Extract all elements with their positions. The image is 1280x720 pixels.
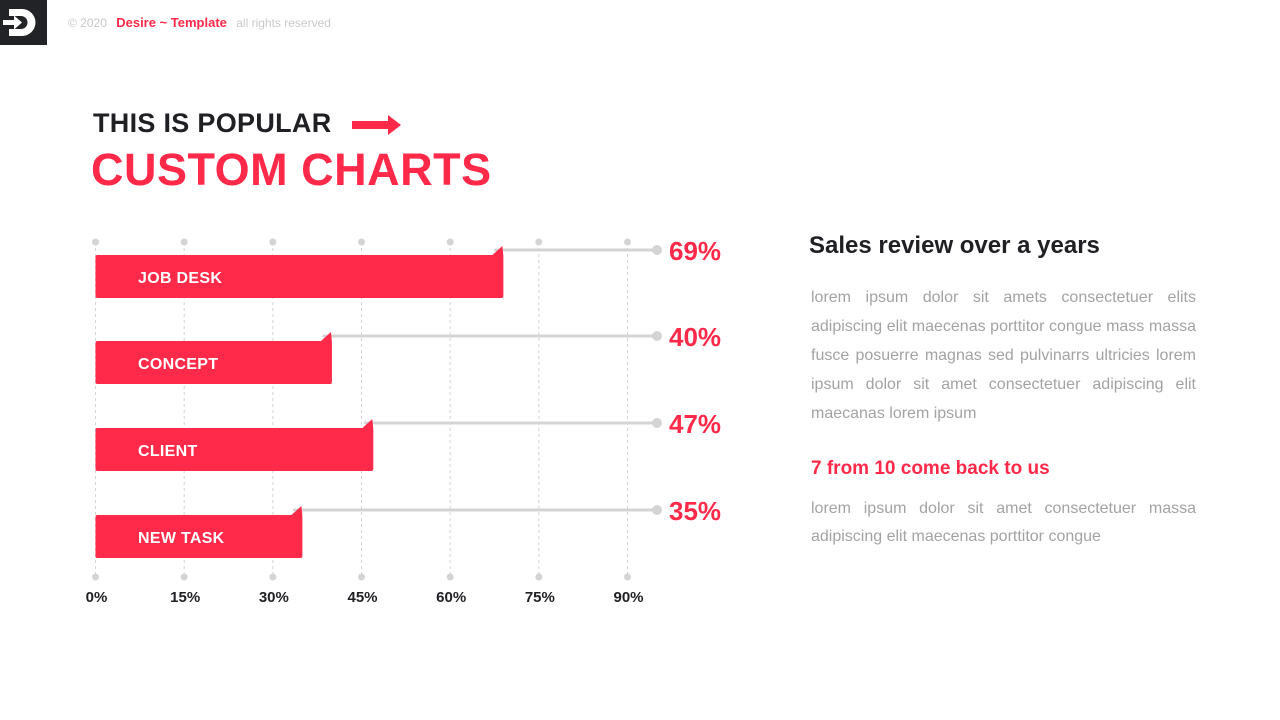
- grid-dot: [624, 573, 631, 581]
- grid-dot: [269, 238, 277, 246]
- bar-category-label: CLIENT: [138, 443, 198, 460]
- x-tick-label: 15%: [170, 589, 200, 606]
- grid-dot: [624, 238, 631, 246]
- grid-dot: [92, 238, 99, 246]
- grid-dot: [535, 573, 543, 581]
- side-subtitle: 7 from 10 come back to us: [811, 458, 1050, 479]
- grid-dot: [180, 238, 188, 246]
- grid-dot: [269, 573, 277, 581]
- bar-value-label: 69%: [669, 236, 721, 266]
- x-tick-label: 30%: [259, 589, 289, 606]
- x-tick-label: 0%: [86, 589, 108, 606]
- bar-value-label: 40%: [669, 322, 721, 352]
- bar-category-label: JOB DESK: [138, 270, 222, 287]
- page-title: CUSTOM CHARTS: [91, 144, 492, 195]
- bar-value-label: 47%: [669, 409, 721, 439]
- bar-tab: [290, 506, 303, 516]
- x-tick-label: 60%: [436, 589, 466, 606]
- x-tick-label: 45%: [347, 589, 377, 606]
- header-line: © 2020 Desire ~ Template all rights rese…: [68, 15, 331, 30]
- copyright-text: © 2020: [68, 16, 107, 30]
- bar-tab: [491, 246, 504, 256]
- bar: [95, 341, 332, 384]
- value-dot: [652, 245, 662, 255]
- side-body-text: lorem ipsum dolor sit amets consectetuer…: [811, 289, 1196, 422]
- rights-text: all rights reserved: [236, 16, 331, 30]
- bar-category-label: NEW TASK: [138, 530, 225, 547]
- value-dot: [652, 418, 662, 428]
- grid-dot: [358, 238, 365, 246]
- grid-dot: [446, 238, 454, 246]
- side-title: Sales review over a years: [809, 232, 1100, 259]
- grid-dot: [358, 573, 365, 581]
- bar-category-label: CONCEPT: [138, 356, 218, 373]
- brand-name: Desire ~ Template: [116, 15, 227, 30]
- side-body-text-2: lorem ipsum dolor sit amet consectetuer …: [811, 500, 1196, 545]
- bar-tab: [319, 332, 332, 342]
- bar: [95, 255, 504, 298]
- bar: [95, 515, 303, 558]
- x-tick-label: 90%: [613, 589, 643, 606]
- x-tick-label: 75%: [525, 589, 555, 606]
- value-dot: [652, 331, 662, 341]
- value-dot: [652, 505, 662, 515]
- bar-tab: [361, 419, 374, 429]
- d-arrow-logo-icon: [0, 0, 47, 45]
- grid-dot: [180, 573, 188, 581]
- grid-dot: [92, 573, 99, 581]
- bar-value-label: 35%: [669, 496, 721, 526]
- arrow-right-icon: [352, 115, 401, 135]
- grid-dot: [446, 573, 454, 581]
- pre-title: THIS IS POPULAR: [93, 108, 332, 138]
- grid-dot: [535, 238, 543, 246]
- bar: [95, 428, 374, 471]
